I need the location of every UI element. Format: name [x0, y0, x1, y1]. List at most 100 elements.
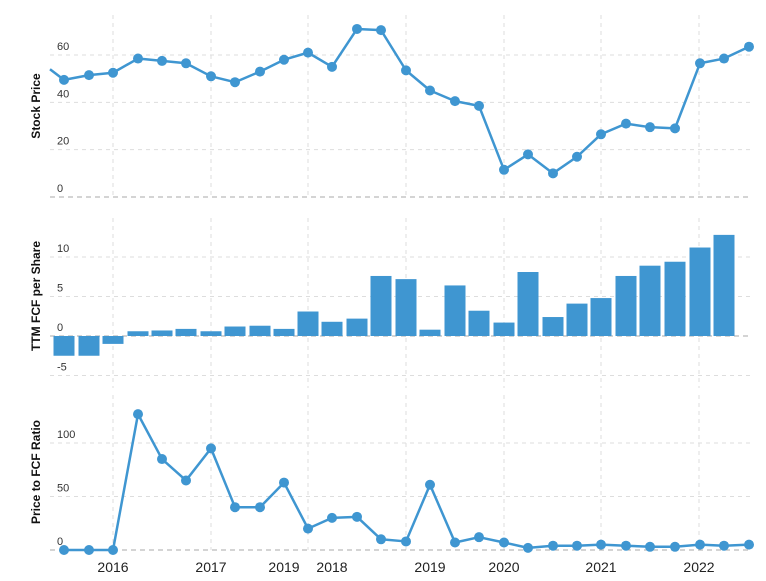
- ratio-data-point: [548, 540, 558, 551]
- ratio-data-point: [181, 475, 191, 486]
- price-data-point: [401, 65, 411, 76]
- fcf-bar: [321, 321, 343, 336]
- fcf-bar: [249, 325, 271, 336]
- price-data-point: [303, 47, 313, 58]
- ratio-data-point: [596, 539, 606, 550]
- fcf-bar: [615, 275, 637, 336]
- ratio-data-point: [133, 409, 143, 420]
- ratio-data-point: [425, 479, 435, 490]
- ratio-data-point: [621, 540, 631, 551]
- ratio-data-point: [59, 545, 69, 555]
- fcf-bar: [542, 317, 564, 336]
- fcf-bar: [346, 318, 368, 336]
- ratio-data-point: [401, 536, 411, 547]
- fcf-bar: [590, 298, 612, 336]
- fcf-bar: [664, 261, 686, 336]
- ratio-data-point: [352, 511, 362, 522]
- price-data-point: [230, 77, 240, 88]
- x-tick-label: 2019: [268, 559, 299, 575]
- fcf-bar: [517, 272, 539, 336]
- y-tick-label: 100: [57, 429, 75, 441]
- fcf-per-share-panel: -5 0 5 10: [50, 218, 752, 388]
- price-to-fcf-axis-label: Price to FCF Ratio: [29, 420, 43, 524]
- ratio-data-point: [450, 537, 460, 548]
- y-tick-label: 60: [57, 41, 69, 53]
- price-data-point: [572, 151, 582, 162]
- y-tick-label: 20: [57, 136, 69, 148]
- fcf-bar: [493, 322, 515, 336]
- fcf-bar: [566, 303, 588, 336]
- y-tick-label: 50: [57, 483, 69, 495]
- price-data-point: [499, 164, 509, 175]
- fcf-bar: [102, 336, 124, 344]
- fcf-bar: [419, 329, 441, 336]
- ratio-data-point: [523, 542, 533, 553]
- fcf-bar: [444, 285, 466, 336]
- fcf-bar: [200, 331, 222, 336]
- fcf-bar: [689, 247, 711, 336]
- stock-price-panel: 0 20 40 60: [49, 15, 754, 198]
- price-data-point: [719, 53, 729, 64]
- price-data-point: [621, 118, 631, 129]
- price-data-point: [181, 58, 191, 69]
- y-tick-label: 0: [57, 322, 63, 334]
- x-tick-label: 2020: [488, 559, 519, 575]
- y-tick-label: -5: [57, 362, 67, 374]
- fcf-bar: [224, 326, 246, 336]
- y-tick-label: 10: [57, 243, 69, 255]
- price-data-point: [474, 100, 484, 111]
- ratio-data-point: [255, 502, 265, 513]
- price-data-point: [523, 149, 533, 160]
- fcf-bar: [127, 331, 149, 336]
- x-tick-label: 2016: [97, 559, 128, 575]
- ratio-data-point: [376, 534, 386, 545]
- y-tick-label: 0: [57, 536, 63, 548]
- ratio-data-point: [645, 541, 655, 552]
- price-data-point: [596, 129, 606, 140]
- price-data-point: [108, 67, 118, 78]
- price-data-point: [670, 123, 680, 134]
- price-data-point: [744, 41, 754, 52]
- price-data-point: [327, 61, 337, 72]
- fcf-bar: [639, 265, 661, 336]
- y-tick-label: 40: [57, 88, 69, 100]
- price-series-line: [49, 27, 750, 175]
- fcf-bar: [78, 336, 100, 356]
- y-tick-label: 5: [57, 283, 63, 295]
- x-tick-label: 2017: [195, 559, 226, 575]
- fcf-bar: [395, 279, 417, 336]
- ratio-data-point: [572, 540, 582, 551]
- fcf-bar: [297, 311, 319, 336]
- x-tick-label: 2018: [316, 559, 347, 575]
- ratio-data-point: [279, 477, 289, 488]
- ratio-data-point: [670, 541, 680, 552]
- price-data-point: [548, 168, 558, 179]
- ratio-data-point: [719, 540, 729, 551]
- ratio-data-point: [744, 539, 754, 550]
- price-data-point: [352, 23, 362, 34]
- fcf-bar: [468, 310, 490, 336]
- ratio-data-point: [695, 539, 705, 550]
- ratio-series-line: [64, 412, 750, 552]
- price-data-point: [376, 25, 386, 36]
- price-data-point: [84, 70, 94, 81]
- fcf-bar: [370, 275, 392, 336]
- fcf-bar: [713, 234, 735, 336]
- ratio-data-point: [108, 545, 118, 555]
- fcf-bar: [175, 328, 197, 336]
- price-data-point: [425, 85, 435, 96]
- price-data-point: [695, 58, 705, 69]
- fcf-bar: [273, 328, 295, 336]
- stock-price-axis-label: Stock Price: [29, 73, 43, 139]
- fcf-per-share-axis-label: TTM FCF per Share: [29, 241, 43, 351]
- price-data-point: [206, 71, 216, 82]
- x-tick-label: 2022: [683, 559, 714, 575]
- price-data-point: [157, 55, 167, 66]
- ratio-data-point: [474, 532, 484, 543]
- price-data-point: [645, 122, 655, 133]
- x-axis: 2016 2017 2019 2018 2019 2020 2021 2022: [97, 559, 714, 575]
- price-data-point: [255, 66, 265, 77]
- ratio-data-point: [84, 545, 94, 555]
- ratio-data-point: [157, 454, 167, 465]
